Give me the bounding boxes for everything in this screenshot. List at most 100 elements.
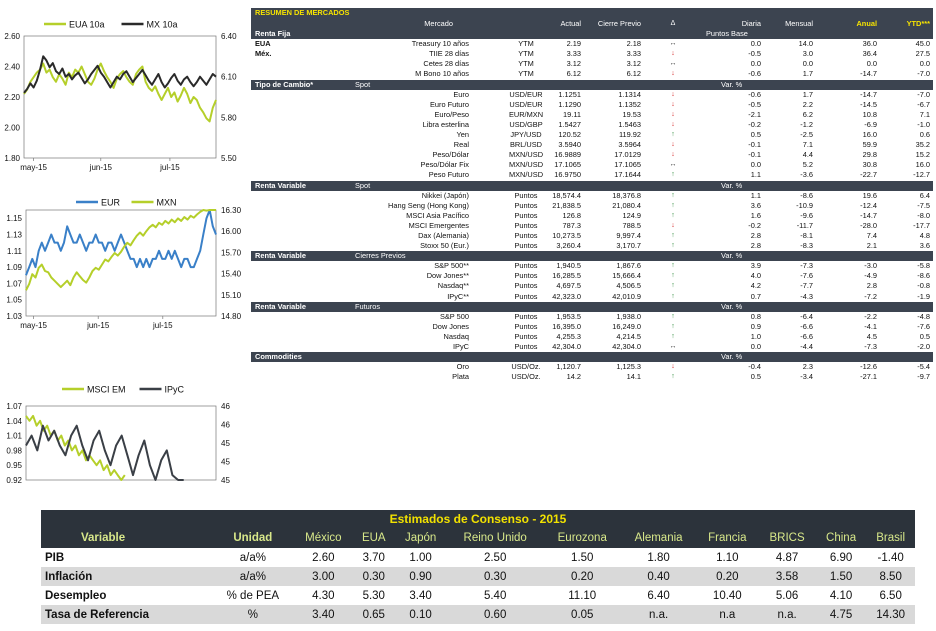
consensus-header-10: China [815, 528, 867, 548]
y-tick-label-1-1: 1.13 [6, 230, 22, 239]
row-anual: 4.5 [866, 331, 877, 341]
row-mensual: -9.6 [800, 210, 813, 220]
row-arrow-icon: ↓ [671, 90, 675, 98]
row-ytd: 6.4 [919, 190, 930, 200]
row-unit: Puntos [514, 281, 538, 291]
row-unit: MXN/USD [508, 170, 544, 180]
market-row: Peso/Dólar Fix MXN/USD 17.1065 17.1065 ↔ 0.0 5… [251, 160, 933, 170]
y-tick-label-1-2: 1.11 [7, 247, 23, 256]
header-actual: Actual [560, 19, 581, 28]
row-ytd: -1.9 [917, 291, 930, 301]
row-instrument: Plata [452, 372, 469, 382]
consensus-value: 5.06 [775, 589, 799, 602]
consensus-header-6: Eurozona [543, 528, 621, 548]
row-previo: 119.92 [618, 130, 641, 140]
row-mensual: 2.2 [802, 99, 813, 109]
row-arrow-icon: ↑ [671, 373, 675, 381]
row-previo: 124.9 [622, 210, 642, 220]
consensus-header-row: Variable Unidad México EUA Japón Reino Unido E… [41, 528, 915, 548]
consensus-value: 4.10 [829, 589, 853, 602]
row-anual: -7.3 [864, 342, 877, 351]
row-mensual: 4.4 [802, 150, 813, 160]
row-previo: 1,125.3 [616, 362, 641, 372]
market-row: Euro USD/EUR 1.1251 1.1314 ↓ -0.6 1.7 -14.7 -7.0 [251, 90, 933, 100]
consensus-variable: Inflación [41, 567, 212, 586]
consensus-value: 11.10 [568, 589, 597, 602]
market-row: MSCI Emergentes Puntos 787.3 788.5 ↓ -0.2 -11.… [251, 221, 933, 231]
series-line-0-1 [23, 55, 217, 94]
row-anual: -4.1 [864, 321, 877, 331]
market-row: Stoxx 50 (Eur.) Puntos 3,260.4 3,170.7 ↑ 2.8 -… [251, 241, 933, 251]
consensus-value: 4.87 [775, 551, 799, 564]
market-row: Plata USD/Oz. 14.2 14.1 ↑ 0.5 -3.4 -27.1 -9.7 [251, 372, 933, 382]
row-instrument: Euro [453, 89, 469, 99]
row-unit: YTM [518, 69, 534, 79]
row-diaria: 0.0 [750, 342, 761, 351]
row-diaria: 0.5 [750, 372, 761, 382]
row-unit: Puntos [514, 321, 538, 331]
row-actual: 6.12 [566, 69, 581, 79]
row-anual: 0.0 [866, 59, 877, 69]
row-ytd: 0.0 [919, 59, 930, 69]
series-line-0-0 [23, 62, 217, 123]
row-unit: Puntos [514, 230, 538, 240]
legend-label-2-1: IPyC [165, 385, 185, 395]
row-diaria: -0.6 [748, 69, 761, 79]
consensus-value: 8.50 [866, 567, 915, 586]
row-mensual: 1.7 [802, 89, 813, 99]
header-previo: Cierre Previo [597, 19, 641, 28]
row-anual: -14.7 [860, 69, 877, 79]
row-anual: 59.9 [862, 140, 877, 150]
row-unit: Puntos [514, 200, 538, 210]
y2-tick-label-2-2: 45 [221, 439, 230, 448]
x-tick-label-0-1: jun-15 [89, 163, 113, 172]
consensus-value: 4.30 [312, 589, 335, 602]
market-row: Euro/Peso EUR/MXN 19.11 19.53 ↓ -2.1 6.2 10.8 7.… [251, 110, 933, 120]
y-tick-label-2-2: 1.01 [6, 432, 22, 441]
consensus-value: 6.90 [829, 551, 853, 564]
row-ytd: -2.0 [917, 342, 930, 351]
row-unit: Puntos [514, 291, 538, 301]
x-tick-label-0-2: jul-15 [159, 163, 180, 172]
row-unit: Puntos [514, 190, 538, 200]
consensus-header-1: Unidad [212, 528, 294, 548]
row-instrument: MSCI Asia Pacífico [406, 210, 469, 220]
section-header-1: Tipo de Cambio* Spot Var. % [251, 79, 933, 90]
consensus-value: 0.90 [394, 567, 447, 586]
row-previo: 17.1644 [614, 170, 641, 180]
row-unit: Puntos [514, 271, 538, 281]
row-unit: JPY/USD [510, 130, 542, 140]
row-actual: 4,697.5 [556, 281, 581, 291]
series-line-1-1 [25, 209, 216, 291]
row-instrument: M Bono 10 años [415, 69, 469, 79]
market-row: Yen JPY/USD 120.52 119.92 ↑ 0.5 -2.5 16.0 0.6 [251, 130, 933, 140]
row-anual: -3.0 [864, 261, 877, 271]
section-header-0: Renta Fija Puntos Base [251, 29, 933, 40]
row-anual: -14.7 [860, 210, 877, 220]
row-ytd: 4.8 [919, 230, 930, 240]
y-tick-label-0-0: 2.60 [4, 32, 20, 41]
row-previo: 19.53 [622, 109, 642, 119]
row-actual: 42,323.0 [552, 291, 581, 301]
row-mensual: -10.9 [796, 200, 813, 210]
row-anual: -14.5 [860, 99, 877, 109]
row-actual: 1,940.5 [556, 261, 581, 271]
consensus-header-3: EUA [353, 528, 395, 548]
row-diaria: -2.1 [748, 109, 761, 119]
row-instrument: IPyC** [447, 291, 469, 301]
row-ytd: -17.7 [913, 220, 930, 230]
plot-frame [25, 209, 217, 317]
row-ytd: 27.5 [915, 49, 930, 59]
consensus-variable: PIB [45, 551, 65, 564]
market-row: MSCI Asia Pacífico Puntos 126.8 124.9 ↑ 1.6 -9… [251, 211, 933, 221]
row-diaria: 1.1 [750, 190, 761, 200]
y2-tick-label-0-0: 6.40 [221, 32, 237, 41]
series-line-1-0 [25, 209, 217, 276]
row-instrument: Dow Jones** [426, 271, 469, 281]
y2-tick-label-1-3: 15.40 [221, 270, 242, 279]
row-diaria: 0.9 [750, 321, 761, 331]
y2-tick-label-2-3: 45 [221, 458, 230, 467]
row-previo: 17.0129 [614, 150, 641, 160]
row-mensual: 0.0 [802, 59, 813, 69]
section-header-5: Commodities Var. % [251, 352, 933, 363]
